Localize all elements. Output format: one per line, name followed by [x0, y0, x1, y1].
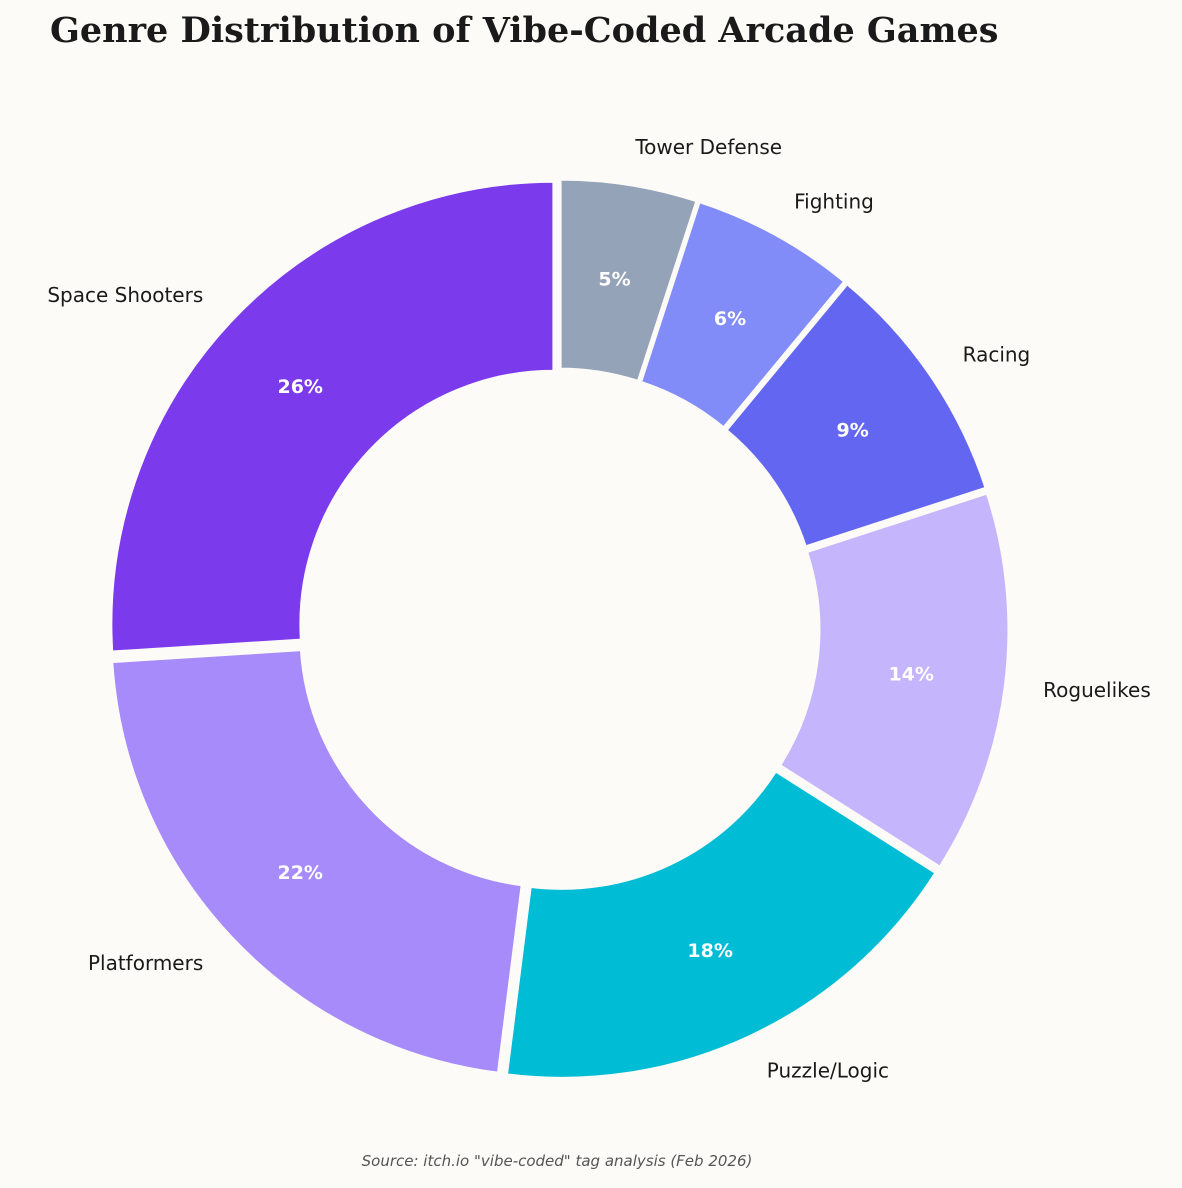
- donut-slices: [109, 177, 1011, 1080]
- slice-percentage: 5%: [598, 268, 630, 290]
- category-label: Roguelikes: [1043, 678, 1151, 702]
- slice-puzzle-logic: [504, 768, 939, 1080]
- category-labels: Space Shooters Platformers Puzzle/Logic Rog…: [47, 135, 1150, 1083]
- slice-percentage: 14%: [888, 663, 933, 685]
- category-label: Racing: [963, 343, 1031, 367]
- slice-percentage: 6%: [714, 308, 746, 330]
- source-note: Source: itch.io "vibe-coded" tag analysi…: [361, 1152, 753, 1170]
- slice-space-shooters: [109, 179, 556, 654]
- slice-racing: [723, 281, 988, 549]
- chart-title: Genre Distribution of Vibe-Coded Arcade …: [50, 10, 999, 51]
- category-label: Platformers: [88, 951, 203, 975]
- slice-tower-defense: [558, 177, 699, 384]
- slice-fighting: [638, 199, 847, 431]
- slice-platformers: [110, 648, 524, 1075]
- category-label: Puzzle/Logic: [767, 1059, 889, 1083]
- category-label: Fighting: [794, 189, 874, 213]
- category-label: Tower Defense: [634, 135, 782, 159]
- slice-percentage: 18%: [687, 940, 732, 962]
- category-label: Space Shooters: [47, 283, 203, 307]
- percentage-labels: 26% 22% 18% 14% 9% 6% 5%: [277, 268, 933, 962]
- slice-percentage: 26%: [277, 376, 322, 398]
- slice-roguelikes: [777, 491, 1011, 870]
- slice-percentage: 9%: [836, 419, 868, 441]
- slice-percentage: 22%: [277, 862, 322, 884]
